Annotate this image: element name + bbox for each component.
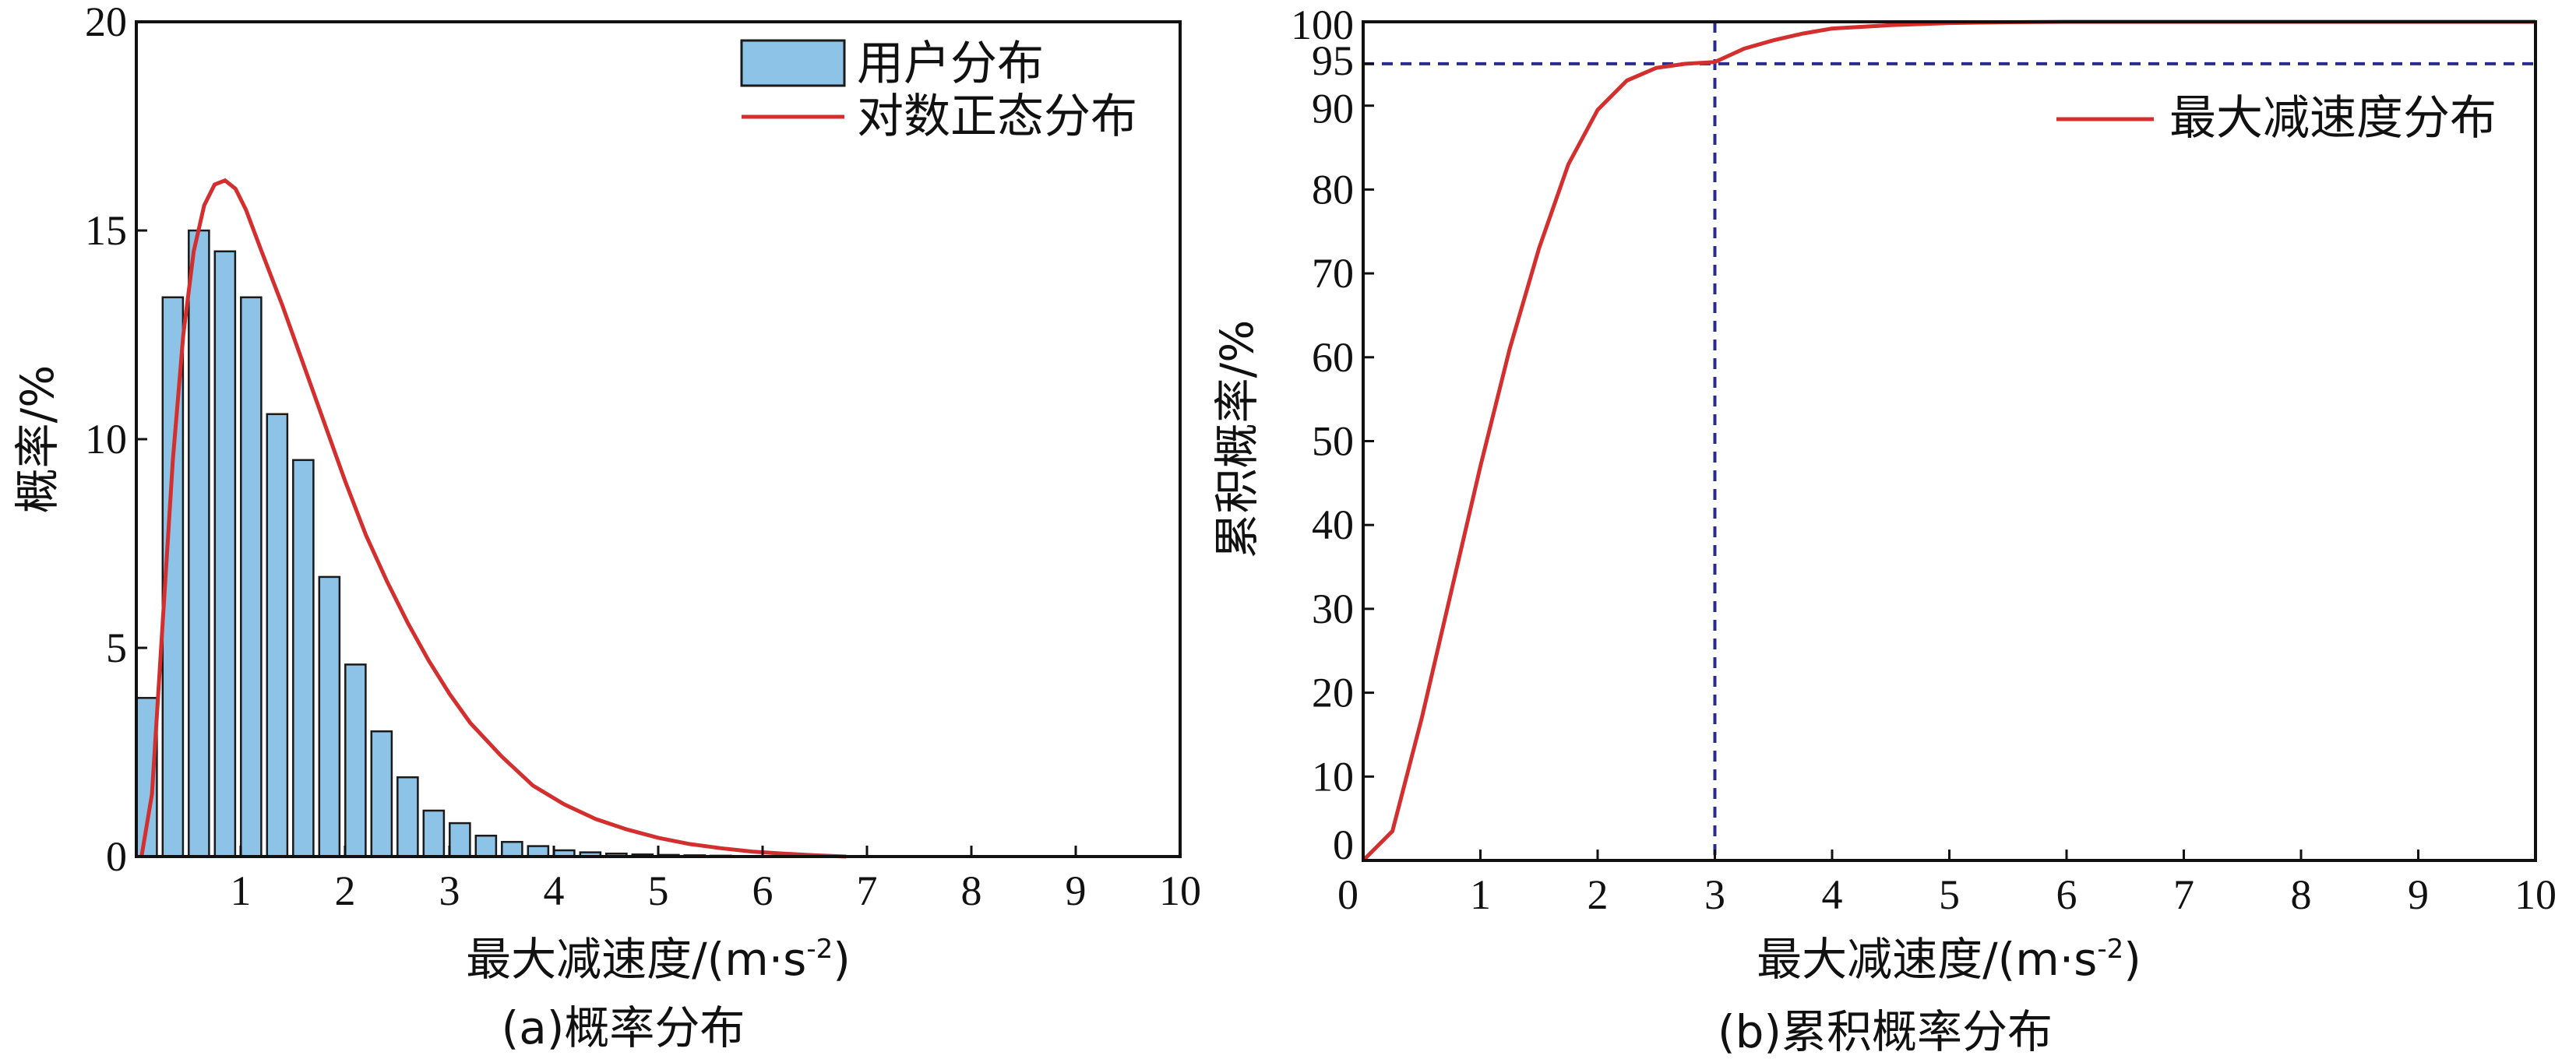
x-tick-label: 8 — [2291, 871, 2312, 918]
histogram-bar — [292, 459, 315, 858]
plot-frame-b — [1362, 20, 2537, 862]
x-tick-label: 3 — [1704, 871, 1725, 918]
x-tick-label: 10 — [2514, 871, 2557, 918]
x-tick-label: 10 — [1159, 867, 1201, 914]
legend-a: 用户分布 对数正态分布 — [740, 37, 1137, 144]
y-tick-label: 20 — [85, 0, 127, 45]
histogram-bar — [213, 250, 237, 858]
y-tick-label: 90 — [1312, 86, 1354, 132]
y-tick-label: 10 — [1312, 753, 1354, 800]
x-tick-label: 8 — [961, 867, 982, 914]
x-tick-label: 0 — [1337, 871, 1358, 918]
histogram-bar — [240, 296, 263, 858]
histogram-bar — [396, 776, 419, 858]
x-tick-label: 1 — [1470, 871, 1491, 918]
legend-swatch-bar — [740, 39, 846, 87]
x-tick-label: 6 — [752, 867, 774, 914]
y-tick-label: 100 — [1291, 2, 1354, 48]
histogram-bar — [344, 663, 367, 858]
histogram-bar — [318, 575, 341, 858]
x-ticks-b: 0 1 2 3 4 5 6 7 8 9 10 — [1337, 850, 2557, 918]
x-tick-label: 4 — [544, 867, 565, 914]
x-tick-label: 7 — [857, 867, 878, 914]
histogram-bar — [449, 822, 471, 858]
x-tick-label: 2 — [335, 867, 356, 914]
caption-b: (b)累积概率分布 — [1718, 1005, 2053, 1058]
x-tick-label: 2 — [1588, 871, 1609, 918]
caption-a: (a)概率分布 — [502, 1001, 745, 1054]
y-tick-label: 60 — [1312, 334, 1354, 381]
histogram-bar — [474, 834, 498, 858]
y-tick-label: 0 — [106, 833, 127, 880]
lognormal-curve — [139, 178, 847, 859]
legend-label-bar: 用户分布 — [857, 37, 1044, 91]
histogram-bar — [422, 809, 446, 858]
y-ticks-a: 0 5 10 15 20 — [85, 0, 147, 880]
y-tick-label: 80 — [1312, 166, 1354, 213]
y-tick-label: 30 — [1312, 586, 1354, 632]
y-tick-label: 40 — [1312, 501, 1354, 548]
y-tick-label: 50 — [1312, 418, 1354, 465]
x-tick-label: 5 — [648, 867, 669, 914]
x-tick-label: 5 — [1939, 871, 1960, 918]
x-tick-label: 9 — [1066, 867, 1087, 914]
histogram-bar — [501, 840, 523, 858]
x-tick-label: 7 — [2173, 871, 2194, 918]
histogram-bar — [370, 730, 393, 858]
x-tick-label: 4 — [1822, 871, 1843, 918]
histogram-bar — [527, 845, 550, 858]
y-tick-label: 20 — [1312, 670, 1354, 716]
y-tick-label: 15 — [85, 207, 127, 254]
x-axis-label-b: 最大减速度/(m·s-2) — [1757, 933, 2141, 986]
x-tick-label: 9 — [2408, 871, 2429, 918]
y-axis-label-b: 累积概率/% — [1210, 320, 1263, 559]
panel-a: 1 2 3 4 5 6 7 8 9 10 0 5 10 15 20 用户分布 对数正态分布 最大减速度/(… — [11, 0, 1201, 1054]
x-tick-label: 1 — [231, 867, 252, 914]
y-tick-label: 0 — [1333, 822, 1354, 868]
y-tick-label: 70 — [1312, 250, 1354, 297]
legend-label-cumulative: 最大减速度分布 — [2169, 91, 2497, 146]
legend-b: 最大减速度分布 — [2056, 91, 2497, 146]
bar-group — [136, 229, 784, 858]
y-axis-label-a: 概率/% — [11, 365, 64, 514]
cumulative-curve — [1362, 19, 2535, 862]
legend-label-curve: 对数正态分布 — [857, 90, 1137, 144]
histogram-bar — [266, 413, 289, 858]
x-tick-label: 3 — [439, 867, 460, 914]
histogram-bar — [188, 229, 210, 858]
x-axis-label-a: 最大减速度/(m·s-2) — [466, 933, 851, 986]
y-tick-label: 10 — [85, 416, 127, 463]
y-tick-label: 95 — [1312, 37, 1354, 84]
x-ticks-a: 1 2 3 4 5 6 7 8 9 10 — [231, 846, 1201, 914]
y-tick-label: 5 — [106, 624, 127, 671]
x-tick-label: 6 — [2056, 871, 2077, 918]
